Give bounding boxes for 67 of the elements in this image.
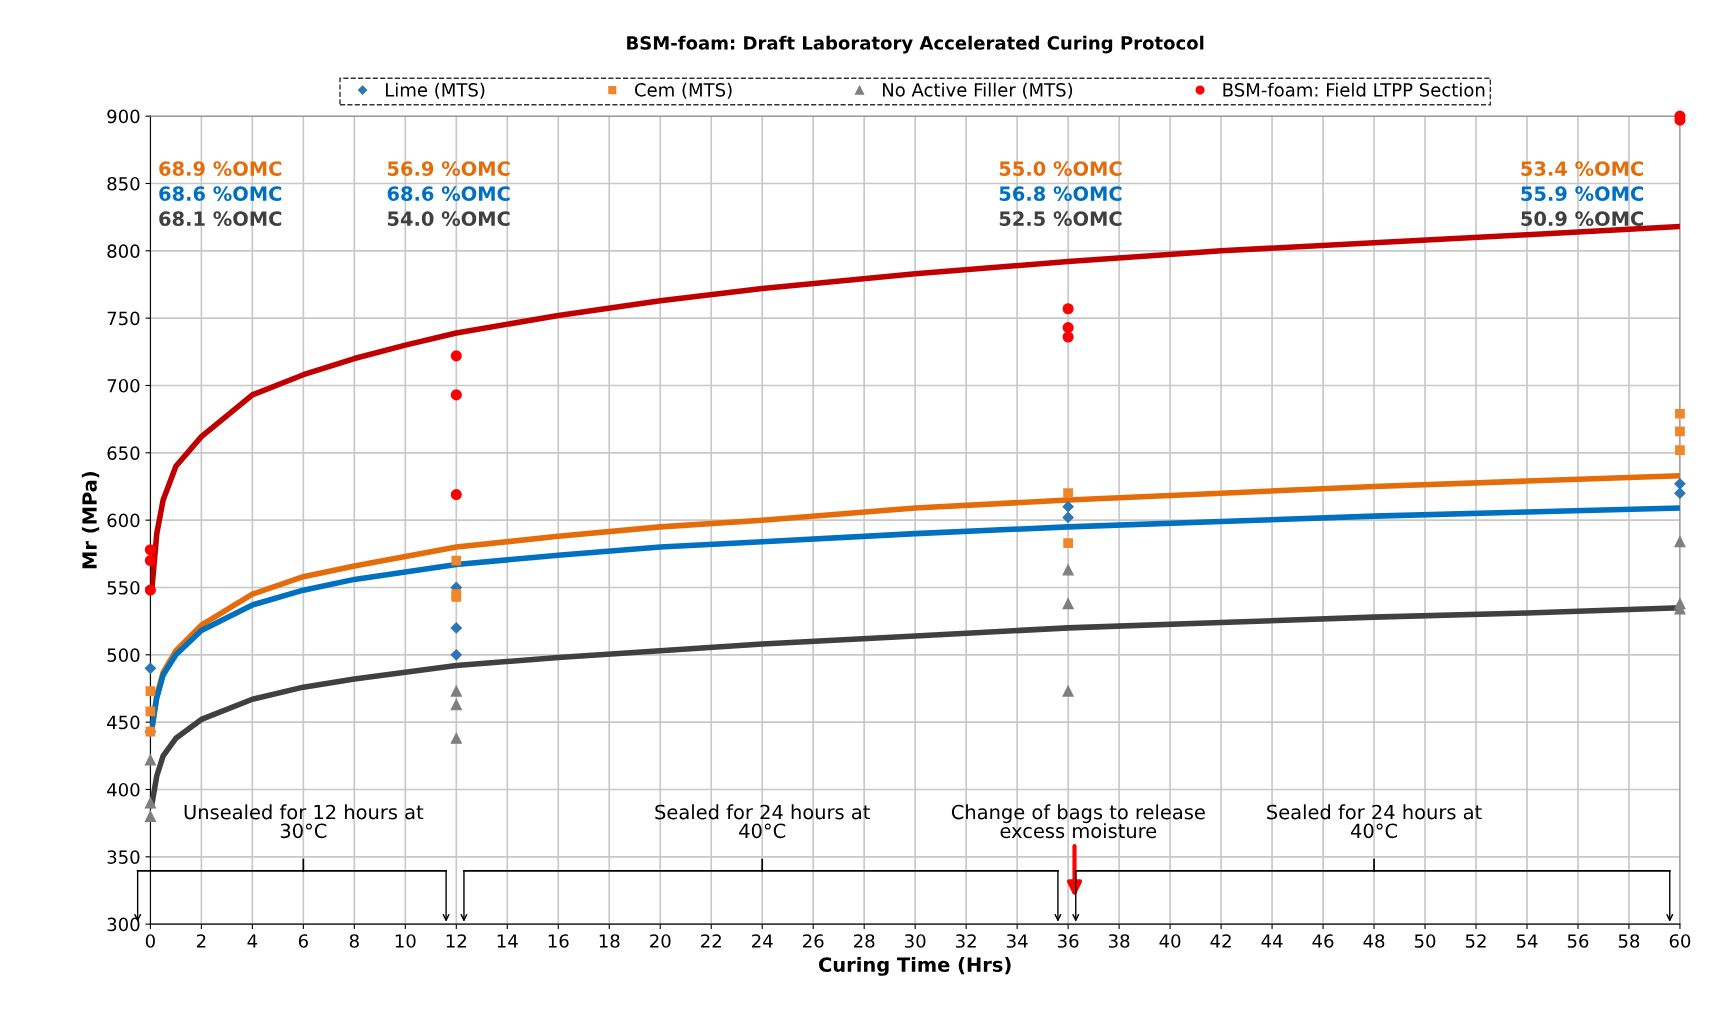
x-tick-label: 60 (1669, 934, 1691, 948)
x-tick-label: 0 (145, 934, 155, 948)
y-tick-label: 300 (107, 917, 140, 932)
x-tick-label: 24 (752, 934, 773, 948)
y-tick-label: 500 (107, 648, 140, 662)
x-tick-label: 54 (1516, 934, 1538, 948)
annotation: 54.0 %OMC (387, 211, 510, 227)
y-tick-label: 650 (107, 446, 140, 460)
x-tick-label: 48 (1363, 934, 1385, 948)
annotation: Sealed for 24 hours at 40°C (655, 804, 870, 839)
x-tick-label: 26 (803, 934, 824, 948)
annotation: Unsealed for 12 hours at 30°C (184, 804, 424, 839)
x-tick-label: 58 (1618, 934, 1640, 948)
annotation: Sealed for 24 hours at 40°C (1267, 804, 1482, 839)
annotation: 68.6 %OMC (387, 186, 510, 201)
annotation: 68.6 %OMC (159, 186, 282, 201)
y-tick-label: 400 (107, 782, 140, 797)
y-tick-label: 550 (107, 580, 140, 595)
legend-label: Lime (MTS) (386, 82, 485, 99)
x-tick-label: 40 (1159, 934, 1181, 948)
x-tick-label: 32 (956, 934, 976, 948)
annotation: 68.1 %OMC (159, 211, 282, 227)
x-tick-label: 44 (1261, 934, 1283, 948)
x-tick-label: 38 (1109, 934, 1130, 948)
y-tick-label: 850 (107, 176, 140, 191)
annotation: 68.9 %OMC (159, 161, 282, 176)
annotation: 52.5 %OMC (999, 211, 1122, 227)
x-tick-label: 16 (548, 934, 569, 948)
annotation: 55.9 %OMC (1521, 186, 1644, 201)
y-tick-label: 800 (107, 244, 140, 258)
chart-title: BSM-foam: Draft Laboratory Accelerated Curing Protocol (627, 35, 1204, 54)
annotation: 50.9 %OMC (1521, 211, 1644, 227)
x-axis-title: Curing Time (Hrs) (819, 956, 1011, 976)
y-tick-label: 900 (107, 109, 140, 124)
x-tick-label: 36 (1058, 934, 1079, 948)
annotation: 53.4 %OMC (1521, 161, 1644, 176)
y-tick-label: 450 (107, 715, 140, 730)
x-tick-label: 14 (497, 934, 518, 948)
x-tick-label: 46 (1312, 934, 1334, 948)
x-tick-label: 20 (650, 934, 671, 948)
annotation: 55.0 %OMC (999, 161, 1122, 176)
x-tick-label: 18 (599, 934, 620, 948)
x-tick-label: 4 (247, 934, 258, 948)
legend-label: No Active Filler (MTS) (882, 82, 1073, 99)
x-tick-label: 10 (395, 934, 416, 948)
legend-label: Cem (MTS) (634, 82, 732, 99)
x-tick-label: 42 (1210, 934, 1231, 948)
x-tick-label: 30 (905, 934, 926, 948)
x-tick-label: 34 (1007, 934, 1028, 948)
x-tick-label: 22 (701, 934, 721, 948)
y-tick-label: 700 (107, 378, 140, 393)
annotation: 56.9 %OMC (387, 161, 510, 176)
x-tick-label: 12 (446, 934, 466, 948)
annotation: Change of bags to release excess moisture (951, 804, 1205, 839)
x-tick-label: 28 (854, 934, 875, 948)
x-tick-label: 8 (349, 934, 359, 948)
legend-label: BSM-foam: Field LTPP Section (1223, 82, 1485, 97)
y-tick-label: 600 (107, 513, 140, 528)
annotation: 56.8 %OMC (999, 186, 1122, 201)
x-tick-label: 52 (1465, 934, 1486, 948)
x-tick-label: 56 (1567, 934, 1589, 948)
y-tick-label: 750 (107, 311, 140, 326)
x-tick-label: 2 (196, 934, 206, 948)
x-tick-label: 6 (298, 934, 308, 948)
x-tick-label: 50 (1414, 934, 1436, 948)
y-axis-title: Mr (MPa) (81, 471, 100, 569)
y-tick-label: 350 (107, 850, 140, 864)
